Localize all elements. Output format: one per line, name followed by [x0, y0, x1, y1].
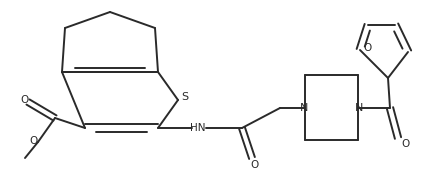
Text: N: N: [300, 103, 308, 113]
Text: HN: HN: [190, 123, 206, 133]
Text: O: O: [20, 95, 28, 105]
Text: O: O: [364, 43, 372, 53]
Text: N: N: [355, 103, 363, 113]
Text: O: O: [251, 160, 259, 170]
Text: S: S: [181, 92, 189, 102]
Text: O: O: [402, 139, 410, 149]
Text: O: O: [30, 136, 38, 146]
